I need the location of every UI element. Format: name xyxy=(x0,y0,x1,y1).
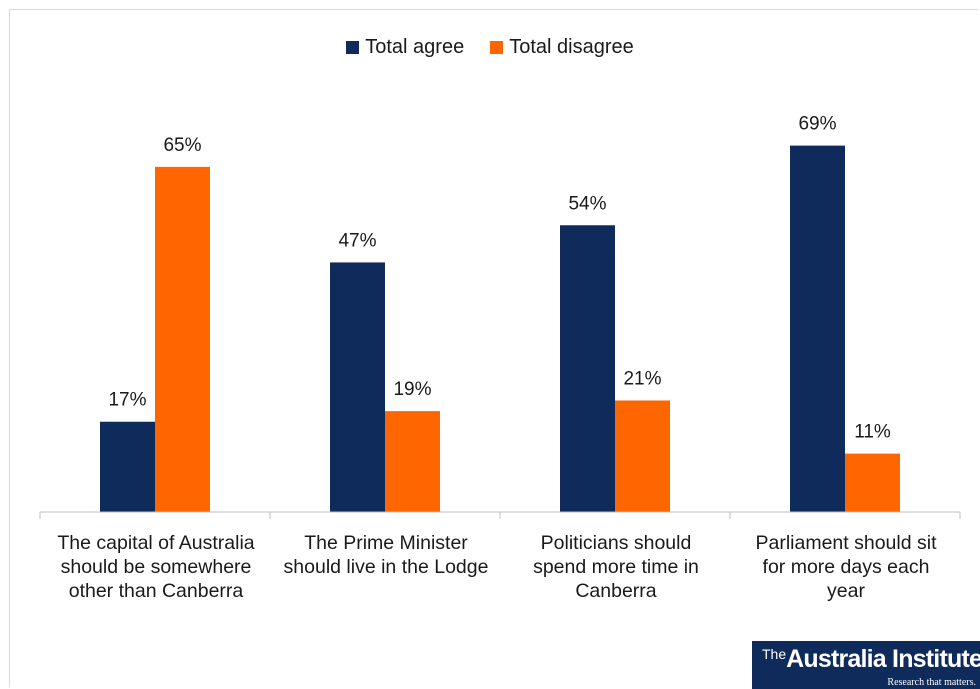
bar-disagree-parliament xyxy=(845,453,900,512)
data-label-agree-politicians: 54% xyxy=(568,193,606,214)
legend: Total agree Total disagree xyxy=(0,36,980,59)
category-label-lodge: The Prime Minister should live in the Lo… xyxy=(283,532,489,578)
logo-main: Australia Institute xyxy=(786,645,980,673)
bar-agree-parliament xyxy=(790,145,845,513)
chart-frame xyxy=(9,9,978,687)
data-label-agree-lodge: 47% xyxy=(338,230,376,251)
legend-item-agree: Total agree xyxy=(346,36,464,59)
logo-sup: The xyxy=(762,646,787,662)
legend-label-agree: Total agree xyxy=(365,36,465,58)
category-label-capital: The capital of Australia should be somew… xyxy=(57,532,255,602)
bar-disagree-politicians xyxy=(615,400,670,512)
data-label-agree-parliament: 69% xyxy=(798,114,836,135)
data-label-disagree-capital: 65% xyxy=(163,135,201,156)
legend-item-disagree: Total disagree xyxy=(490,36,634,59)
logo-wordmark: TheAustralia Institute xyxy=(762,645,980,674)
legend-swatch-disagree xyxy=(490,41,504,54)
data-label-disagree-parliament: 11% xyxy=(854,422,891,443)
bar-agree-capital xyxy=(100,421,155,512)
bar-disagree-capital xyxy=(155,166,210,512)
legend-label-disagree: Total disagree xyxy=(509,36,634,58)
australia-institute-logo: TheAustralia Institute Research that mat… xyxy=(752,641,980,689)
logo-tagline: Research that matters. xyxy=(887,677,976,688)
data-label-agree-capital: 17% xyxy=(108,390,146,411)
bar-disagree-lodge xyxy=(385,411,440,512)
data-label-disagree-politicians: 21% xyxy=(623,368,661,389)
bar-agree-politicians xyxy=(560,225,615,512)
category-label-parliament: Parliament should sit for more days each… xyxy=(755,532,937,602)
bar-agree-lodge xyxy=(330,262,385,512)
category-label-politicians: Politicians should spend more time in Ca… xyxy=(533,532,699,602)
data-label-disagree-lodge: 19% xyxy=(393,379,431,400)
legend-swatch-agree xyxy=(346,41,360,54)
